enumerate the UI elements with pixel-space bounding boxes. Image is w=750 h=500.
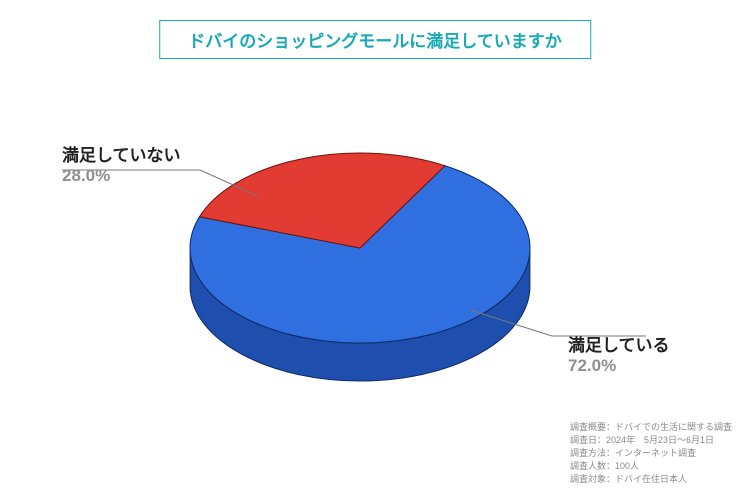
slice-label-not-satisfied: 満足していない 28.0% [62, 146, 181, 187]
survey-meta-line: 調査概要：ドバイでの生活に関する調査 [570, 421, 732, 434]
survey-meta-line: 調査対象：ドバイ在住日本人 [570, 473, 732, 486]
slice-label-satisfied: 満足している 72.0% [568, 336, 670, 377]
survey-meta-line: 調査方法：インターネット調査 [570, 447, 732, 460]
slice-label-percent: 28.0% [62, 166, 181, 186]
slice-label-name: 満足していない [62, 146, 181, 166]
survey-meta-line: 調査日：2024年 5月23日〜6月1日 [570, 434, 732, 447]
slice-label-percent: 72.0% [568, 356, 670, 376]
chart-title: ドバイのショッピングモールに満足していますか [159, 20, 591, 59]
slice-label-name: 満足している [568, 336, 670, 356]
survey-meta-line: 調査人数：100人 [570, 460, 732, 473]
survey-metadata: 調査概要：ドバイでの生活に関する調査調査日：2024年 5月23日〜6月1日調査… [570, 421, 732, 486]
pie-chart: 満足していない 28.0% 満足している 72.0% [0, 58, 750, 418]
